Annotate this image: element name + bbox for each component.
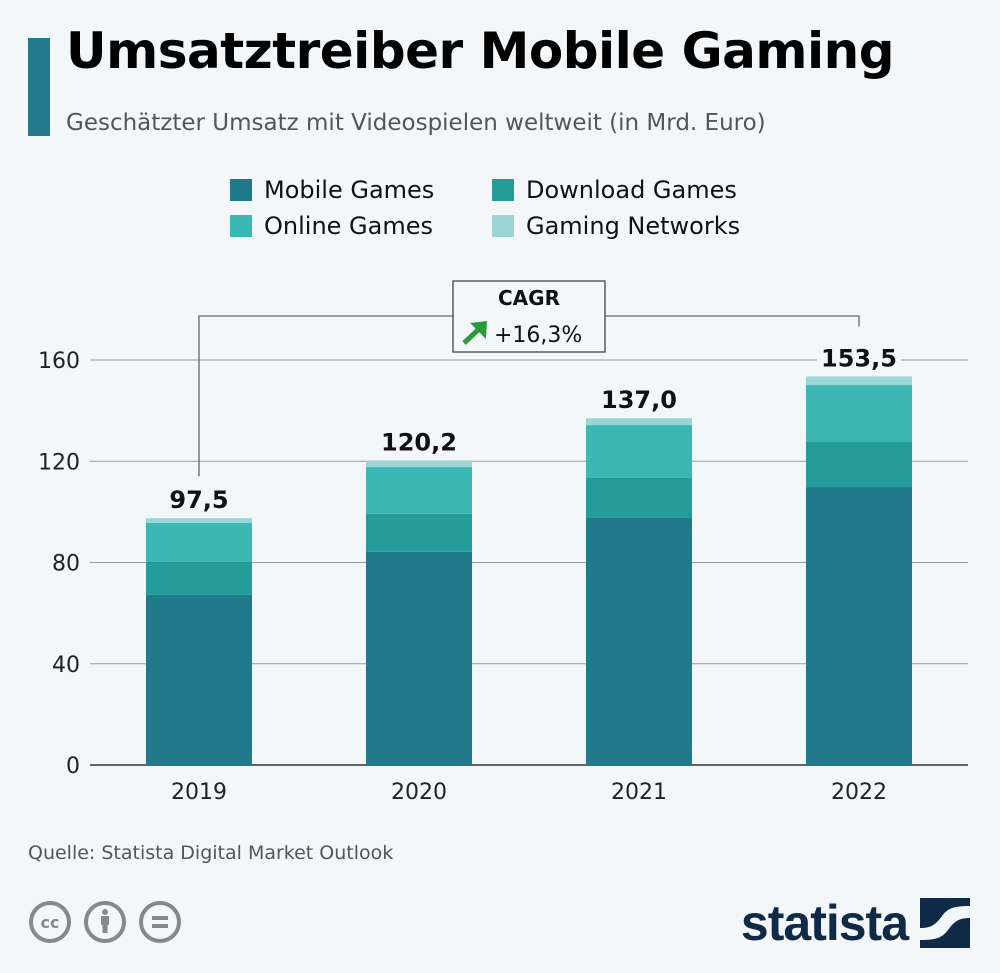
title-accent-bar: [28, 38, 50, 136]
legend-swatch: [230, 215, 252, 237]
bar-segment-gaming-networks-2022: [806, 376, 912, 386]
bar-segment-gaming-networks-2020: [366, 460, 472, 468]
statista-logo-mark-icon: [920, 898, 970, 948]
legend: Mobile Games Download Games Online Games…: [230, 175, 772, 241]
trend-up-arrow-icon: [462, 321, 487, 345]
license-icons: cc: [28, 900, 182, 944]
legend-item-gaming-networks: Gaming Networks: [492, 211, 772, 241]
bar-segment-mobile-games-2022: [806, 487, 912, 765]
total-label-background: [817, 342, 901, 371]
bar-segment-mobile-games-2019: [146, 594, 252, 765]
chart-subtitle: Geschätzter Umsatz mit Videospielen welt…: [66, 110, 766, 136]
bar-segment-download-games-2021: [586, 477, 692, 518]
statista-logo[interactable]: statista: [741, 894, 970, 952]
legend-label: Online Games: [264, 212, 433, 240]
bar-segment-gaming-networks-2019: [146, 518, 252, 524]
y-tick-label: 80: [52, 552, 80, 577]
cagr-label: CAGR: [498, 286, 560, 310]
cagr-value: +16,3%: [494, 323, 582, 348]
value-labels: 97,5 2019 120,2 2020 137,0 2021 153,5 2022: [169, 342, 901, 805]
legend-item-online-games: Online Games: [230, 211, 492, 241]
y-tick-label: 0: [66, 754, 80, 779]
bar-segment-mobile-games-2020: [366, 551, 472, 765]
y-tick-label: 160: [38, 349, 80, 374]
bar-segment-download-games-2020: [366, 513, 472, 552]
legend-label: Gaming Networks: [526, 212, 741, 240]
x-tick-label: 2019: [171, 780, 227, 805]
no-derivatives-icon[interactable]: [138, 900, 182, 944]
x-tick-label: 2020: [391, 780, 447, 805]
source-note: Quelle: Statista Digital Market Outlook: [28, 842, 394, 864]
legend-label: Download Games: [526, 176, 737, 204]
bar-segment-mobile-games-2021: [586, 517, 692, 765]
logo-text: statista: [740, 895, 909, 951]
y-tick-label: 120: [38, 450, 80, 475]
total-label-2020: 120,2: [381, 429, 457, 457]
bar-segment-online-games-2020: [366, 467, 472, 514]
stacked-bar-chart: 0 40 80 120 160 97,5 2019 120,2 2020 137,0 2021 15…: [38, 280, 968, 805]
attribution-icon[interactable]: [83, 900, 127, 944]
bar-segment-online-games-2022: [806, 385, 912, 443]
bar-segment-download-games-2019: [146, 561, 252, 595]
bar-segment-online-games-2019: [146, 523, 252, 562]
legend-label: Mobile Games: [264, 176, 435, 204]
legend-swatch: [230, 179, 252, 201]
cagr-box: [452, 280, 606, 353]
cagr-annotation: CAGR +16,3%: [198, 280, 860, 477]
legend-item-download-games: Download Games: [492, 175, 772, 205]
bar-segment-online-games-2021: [586, 425, 692, 478]
total-label-2021: 137,0: [601, 386, 677, 414]
total-label-2022: 153,5: [821, 344, 897, 372]
bar-segment-download-games-2022: [806, 442, 912, 488]
cc-icon[interactable]: cc: [28, 900, 72, 944]
bars: [146, 376, 912, 765]
y-tick-label: 40: [52, 653, 80, 678]
legend-swatch: [492, 179, 514, 201]
legend-item-mobile-games: Mobile Games: [230, 175, 492, 205]
legend-swatch: [492, 215, 514, 237]
bar-segment-gaming-networks-2021: [586, 418, 692, 426]
x-tick-label: 2021: [611, 780, 667, 805]
total-label-2019: 97,5: [169, 486, 228, 514]
chart-title: Umsatztreiber Mobile Gaming: [66, 22, 894, 80]
svg-text:cc: cc: [41, 913, 60, 932]
x-tick-label: 2022: [831, 780, 887, 805]
